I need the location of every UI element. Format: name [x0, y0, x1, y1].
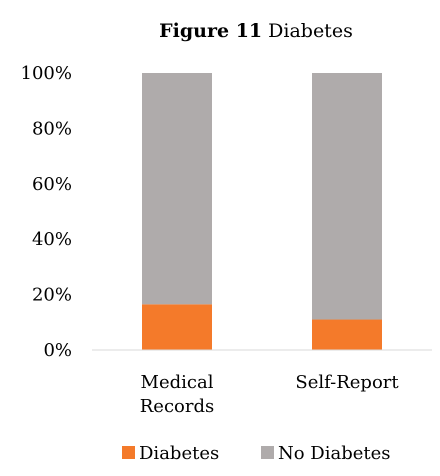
x-category-label: Medical Records — [140, 372, 215, 417]
legend-swatch-diabetes — [122, 446, 135, 459]
legend-label-no-diabetes: No Diabetes — [278, 443, 391, 464]
y-tick-label: 20% — [32, 285, 72, 306]
legend: Diabetes No Diabetes — [122, 443, 391, 464]
legend-label-diabetes: Diabetes — [139, 443, 219, 464]
y-axis-tick-labels: 0% 20% 40% 60% 80% 100% — [21, 63, 72, 361]
bar-segment-no-diabetes — [142, 73, 212, 305]
bars — [142, 73, 382, 350]
y-tick-label: 40% — [32, 229, 72, 250]
x-category-label-line: Medical — [141, 372, 214, 393]
chart-title: Figure 11 Diabetes — [159, 20, 353, 42]
chart-title-rest: Diabetes — [268, 20, 353, 42]
y-tick-label: 80% — [32, 118, 72, 139]
legend-swatch-no-diabetes — [261, 446, 274, 459]
y-tick-label: 100% — [21, 63, 72, 84]
y-tick-label: 60% — [32, 174, 72, 195]
x-axis-category-labels: Medical Records Self-Report — [140, 372, 400, 417]
y-tick-label: 0% — [43, 340, 72, 361]
bar-segment-diabetes — [142, 304, 212, 350]
bar-segment-diabetes — [312, 319, 382, 350]
x-category-label: Self-Report — [295, 372, 399, 393]
x-category-label-line: Self-Report — [295, 372, 399, 393]
x-category-label-line: Records — [140, 396, 215, 417]
chart-title-bold: Figure 11 — [159, 20, 262, 42]
bar-segment-no-diabetes — [312, 73, 382, 320]
